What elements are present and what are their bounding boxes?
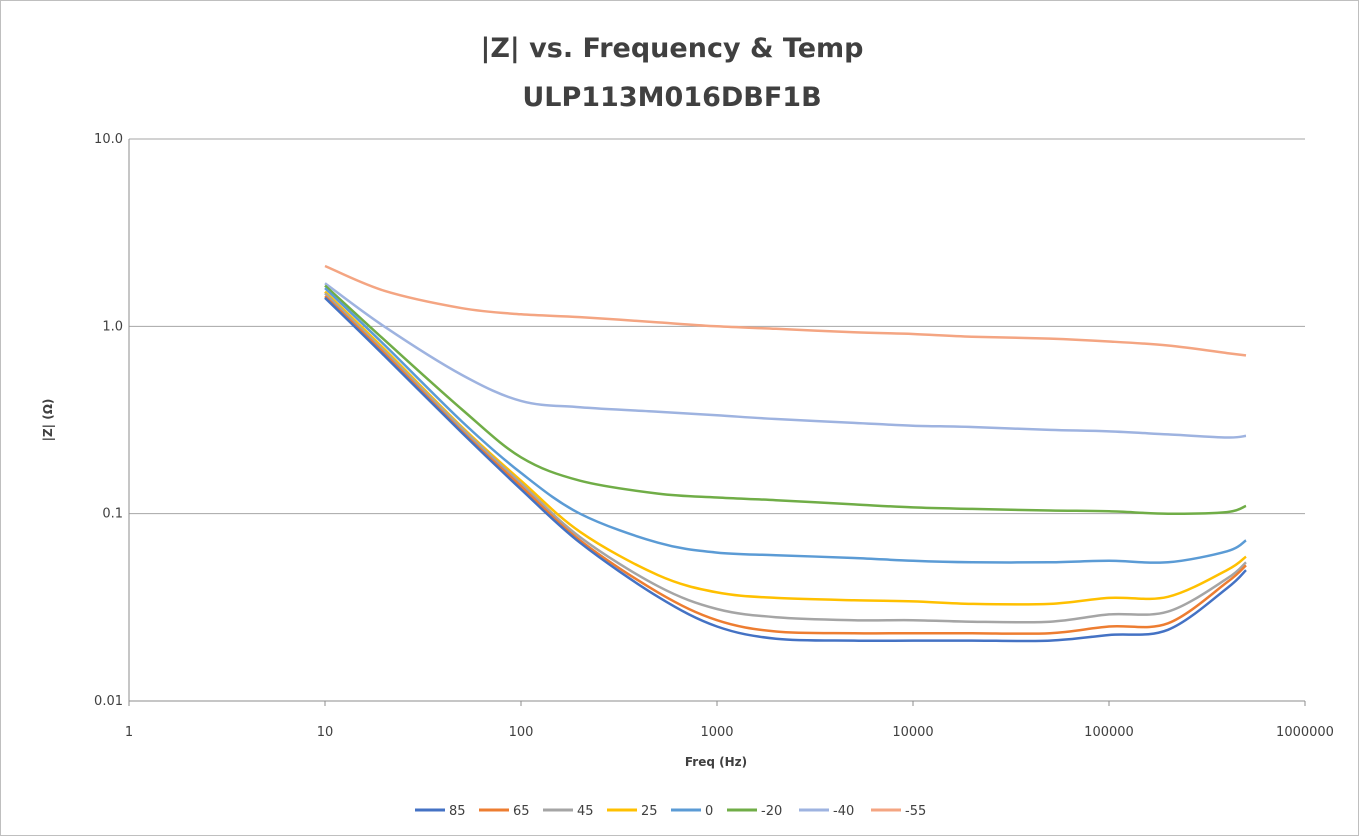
series-line--20 (324, 284, 1247, 515)
legend-item-85: 85 (415, 804, 466, 819)
x-tick-label: 100 (509, 725, 534, 740)
legend-label: 0 (705, 804, 713, 819)
series-line--40 (324, 282, 1247, 439)
legend-item-0: 0 (671, 804, 713, 819)
legend-item--55: -55 (871, 804, 926, 819)
series-line--55 (324, 264, 1247, 357)
x-tick-label: 1 (125, 725, 133, 740)
chart-title: |Z| vs. Frequency & Temp (480, 33, 863, 64)
series-line-85 (324, 296, 1247, 643)
x-tick-label: 1000 (700, 725, 733, 740)
legend-label: 45 (577, 804, 594, 819)
legend-label: 25 (641, 804, 658, 819)
legend-label: -55 (905, 804, 926, 819)
y-tick-label: 0.1 (102, 507, 123, 522)
legend-item-45: 45 (543, 804, 594, 819)
legend: 85 65 45 25 0 -20 -40 -55 (415, 804, 926, 819)
x-tick-label: 1000000 (1276, 725, 1334, 740)
legend-item--40: -40 (799, 804, 854, 819)
chart-subtitle: ULP113M016DBF1B (522, 82, 821, 113)
y-tick-label: 1.0 (102, 319, 123, 334)
legend-label: 85 (449, 804, 466, 819)
legend-item-25: 25 (607, 804, 658, 819)
legend-item-65: 65 (479, 804, 530, 819)
y-axis-title: |Z| (Ω) (41, 399, 55, 442)
legend-label: -20 (761, 804, 782, 819)
series-line-65 (324, 295, 1247, 635)
y-tick-label: 0.01 (94, 694, 123, 709)
x-axis-title: Freq (Hz) (685, 755, 747, 769)
y-tick-label: 10.0 (94, 132, 123, 147)
tick-labels: 0.01 0.1 1.0 10.0 1 10 100 1000 10000 100000 10000… (94, 132, 1334, 740)
x-tick-label: 100000 (1084, 725, 1134, 740)
series-line-25 (324, 290, 1247, 606)
legend-label: -40 (833, 804, 854, 819)
x-tick-label: 10000 (892, 725, 933, 740)
series-line-0 (324, 287, 1247, 564)
series-lines (324, 264, 1247, 643)
legend-item--20: -20 (727, 804, 782, 819)
x-tick-label: 10 (317, 725, 334, 740)
axes (128, 139, 1306, 706)
series-line-45 (324, 292, 1247, 624)
legend-label: 65 (513, 804, 530, 819)
